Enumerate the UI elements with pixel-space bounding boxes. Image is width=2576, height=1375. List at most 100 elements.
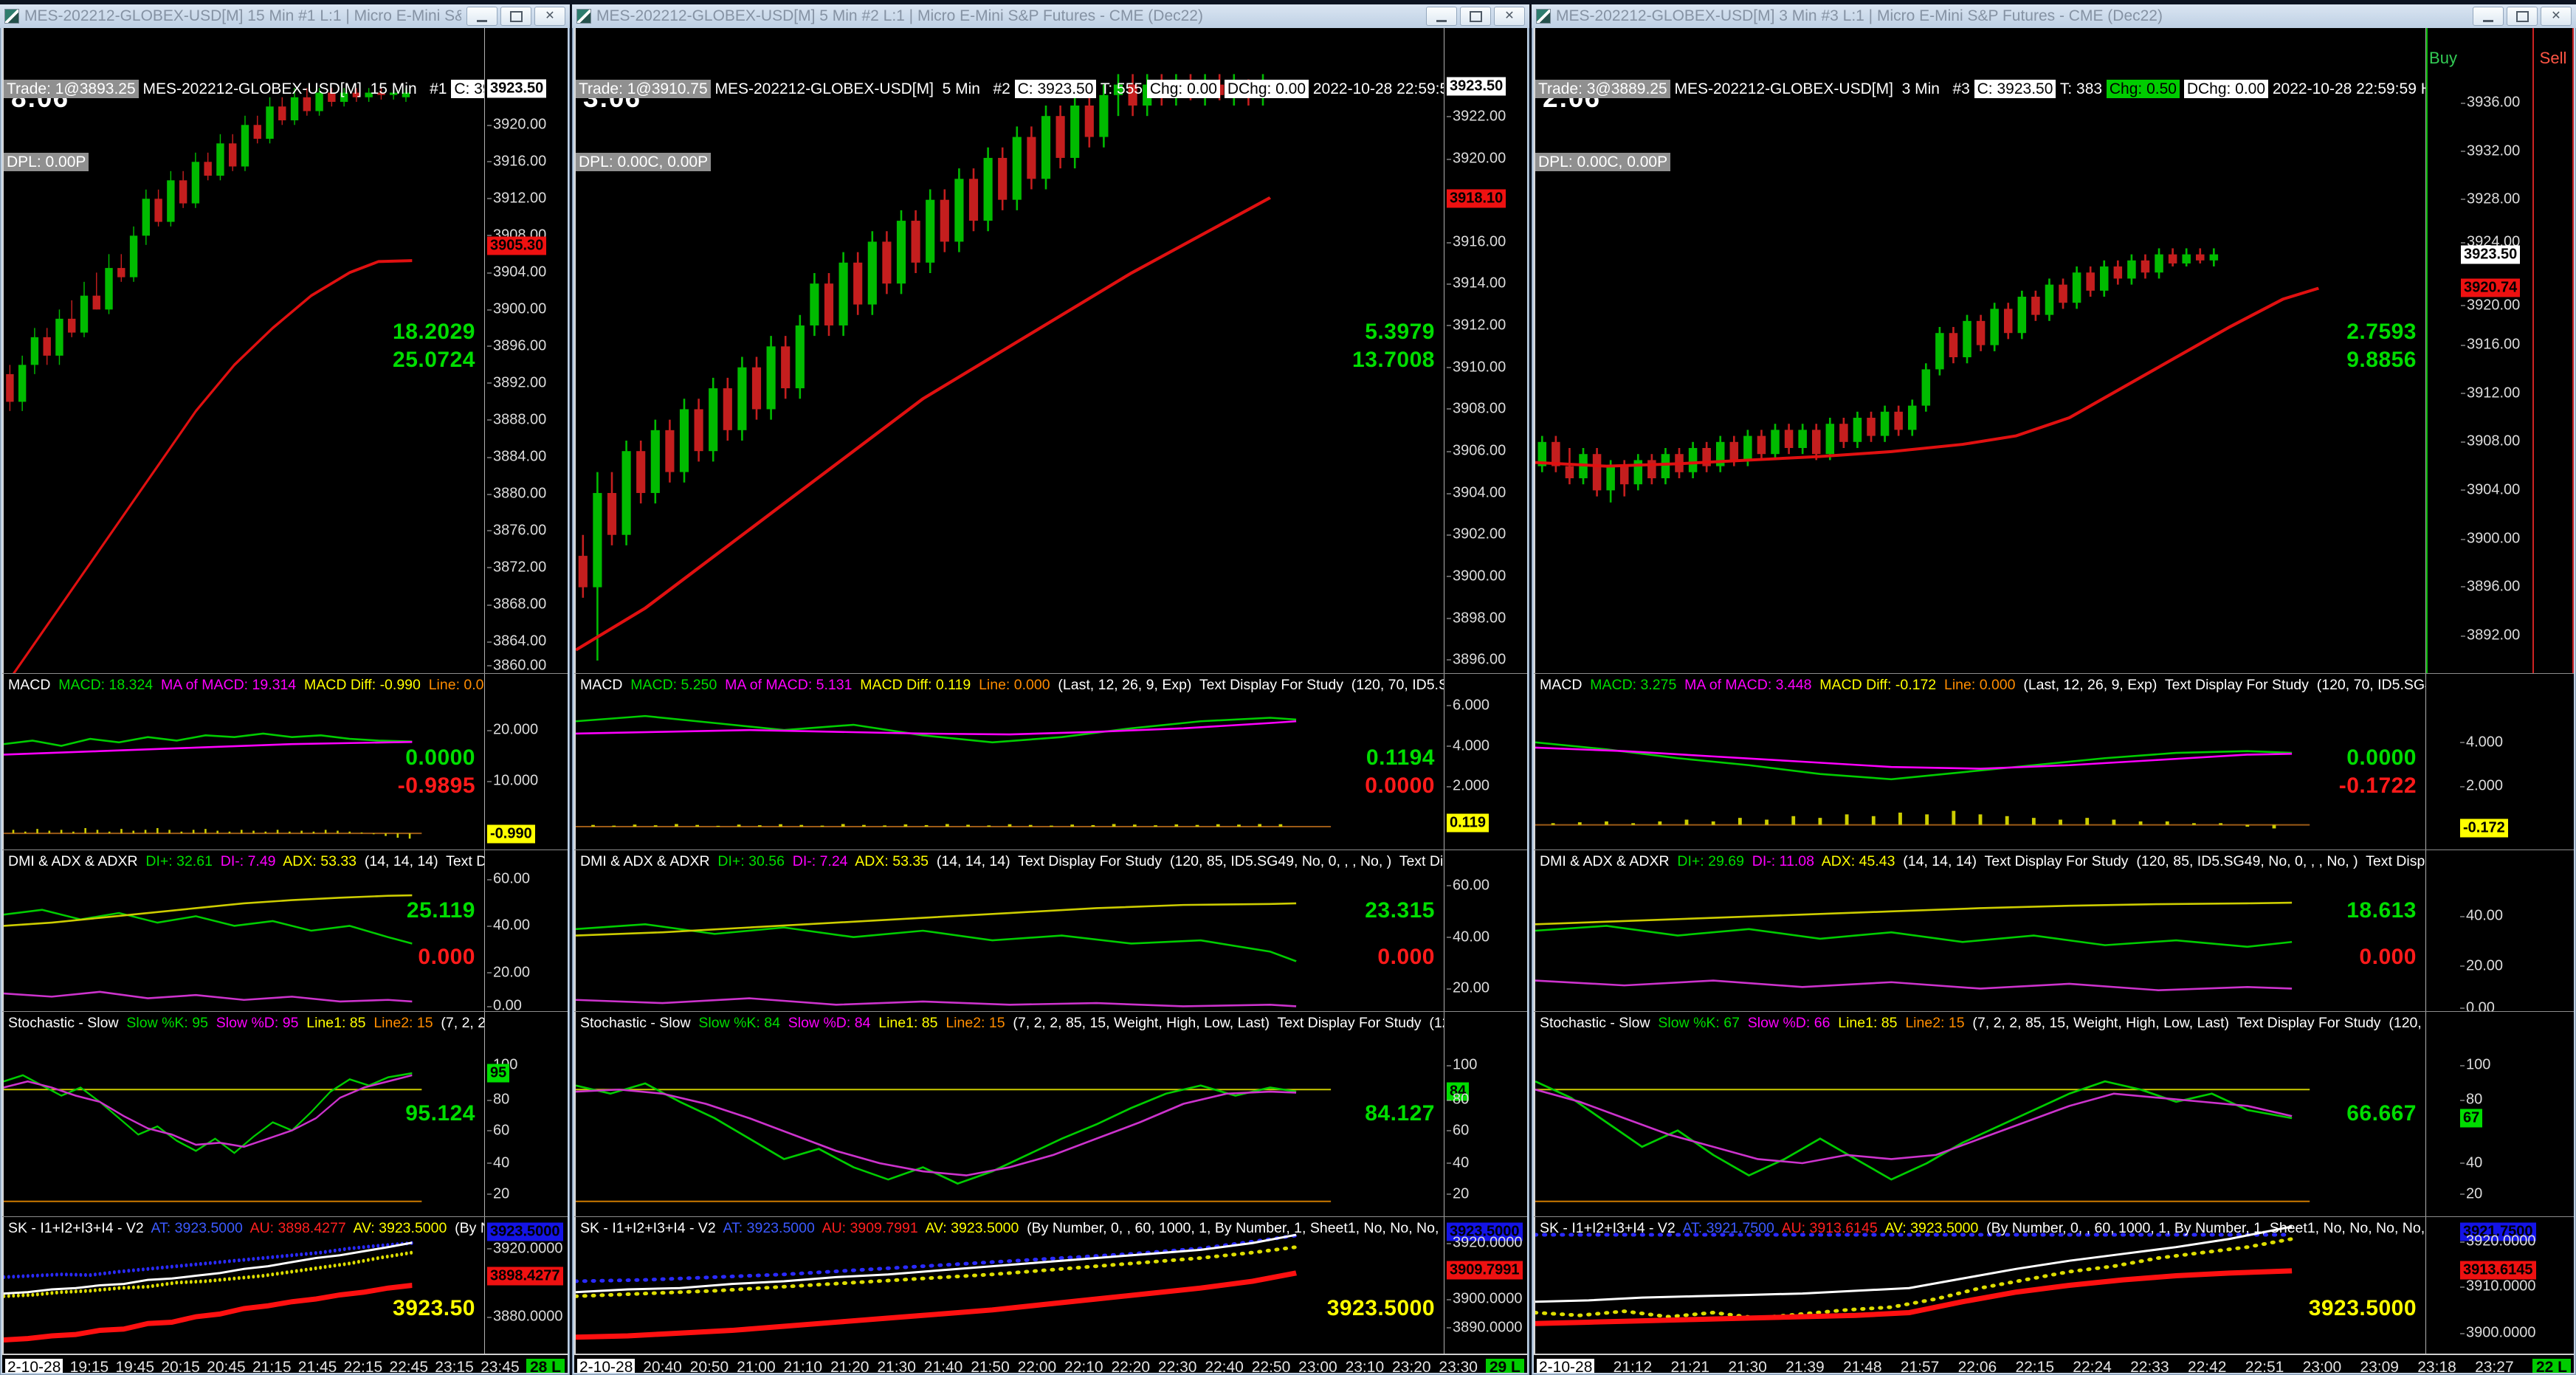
macd-study[interactable]: MACD MACD: 3.275 MA of MACD: 3.448 MACD … (1534, 674, 2425, 850)
time-tick: 23:00 (2302, 1358, 2342, 1374)
titlebar[interactable]: MES-202212-GLOBEX-USD[M] 15 Min #1 L:1 |… (0, 4, 570, 28)
stochastic-header: Stochastic - Slow Slow %K: 84 Slow %D: 8… (576, 1012, 1444, 1036)
macd-scale[interactable]: 6.000 4.000 2.000 0.119 (1444, 674, 1527, 850)
dmi-scale[interactable]: 60.00 40.00 20.00 0.00 (484, 850, 568, 1011)
buy-button[interactable]: Buy (2429, 49, 2457, 67)
price-scale[interactable]: 3923.50 3920.00 3916.00 3912.00 3908.00 3905.… (484, 28, 568, 673)
dmi-scale[interactable]: 60.00 40.00 20.00 (1444, 850, 1527, 1011)
stochastic-scale[interactable]: 100 84 80 60 40 20 (1444, 1012, 1527, 1216)
dmi-study[interactable]: DMI & ADX & ADXR DI+: 29.69 DI-: 11.08 A… (1534, 850, 2425, 1011)
time-tick: 19:45 (115, 1358, 155, 1374)
dmi-study[interactable]: DMI & ADX & ADXR DI+: 30.56 DI-: 7.24 AD… (574, 850, 1444, 1011)
dmi-study[interactable]: DMI & ADX & ADXR DI+: 32.61 DI-: 7.49 AD… (2, 850, 484, 1011)
scale-tick-label: 3932.00 (2461, 142, 2520, 159)
scale-tick-label: 3912.00 (1447, 317, 1506, 334)
price-scale[interactable]: 3936.00 3932.00 3928.00 3924.00 3923.50 3920.… (2459, 28, 2532, 673)
scale-tick-label: 3920.00 (1447, 151, 1506, 168)
chart-window-3min: MES-202212-GLOBEX-USD[M] 3 Min #3 L:1 | … (1532, 4, 2576, 1375)
time-axis[interactable]: 2-10-28 19:15 19:45 20:15 20:45 21:15 21:45 22:… (2, 1354, 568, 1373)
chart-client-area: Trade: 3@3889.25 MES-202212-GLOBEX-USD[M… (1534, 28, 2574, 1373)
stochastic-scale[interactable]: 100 80 67 40 20 (2425, 1012, 2574, 1216)
time-axis[interactable]: 2-10-28 20:40 20:50 21:00 21:10 21:20 21:30 21:… (574, 1354, 1527, 1373)
close-icon: ✕ (1504, 10, 1515, 22)
scale-tick-label: 3890.0000 (1447, 1319, 1523, 1336)
trade-info-line: Trade: 3@3889.25 MES-202212-GLOBEX-USD[M… (1535, 77, 2425, 101)
close-button[interactable]: ✕ (1494, 7, 1525, 26)
macd-scale[interactable]: 4.000 2.000 -0.172 (2425, 674, 2574, 850)
text-segment: (By Number, 0, , 60, 1000, 1, By Number,… (1986, 1220, 2425, 1236)
scale-tick-label: 3906.00 (1447, 443, 1506, 460)
minimize-button[interactable] (466, 7, 497, 26)
stochastic-study[interactable]: Stochastic - Slow Slow %K: 84 Slow %D: 8… (574, 1012, 1444, 1216)
maximize-button[interactable] (500, 7, 531, 26)
macd-scale[interactable]: 20.000 10.000 -0.990 (484, 674, 568, 850)
trade-status-bar: Trade: 1@3893.25 MES-202212-GLOBEX-USD[M… (4, 28, 484, 223)
price-badge: -0.990 (487, 824, 535, 844)
text-segment: AT: 3923.5000 (723, 1220, 822, 1236)
text-segment: SK - I1+I2+I3+I4 - V2 (1540, 1220, 1683, 1236)
text-segment: ADX: 45.43 (1821, 853, 1904, 869)
study-value-2: 9.8856 (2346, 347, 2417, 372)
titlebar[interactable]: MES-202212-GLOBEX-USD[M] 5 Min #2 L:1 | … (572, 4, 1529, 28)
minimize-button[interactable] (2473, 7, 2504, 26)
text-segment: Trade: 1@3910.75 (576, 80, 711, 98)
stochastic-scale[interactable]: 1009580604020 (484, 1012, 568, 1216)
sk-study[interactable]: SK - I1+I2+I3+I4 - V2 AT: 3923.5000 AU: … (574, 1217, 1444, 1354)
sk-scale[interactable]: 3921.7500 3920.0000 3913.6145 3910.0000 3900… (2425, 1217, 2574, 1354)
time-tick: 21:15 (252, 1358, 292, 1374)
dmi-big-red: 0.000 (2359, 945, 2417, 970)
macd-big-green: 0.0000 (2346, 745, 2417, 771)
time-axis[interactable]: 2-10-28 21:12 21:21 21:30 21:39 21:48 21:57 22:… (1534, 1354, 2574, 1373)
text-segment: (Last, 12, 26, 9, Exp) Text Display For … (1058, 677, 1444, 693)
price-chart[interactable]: Trade: 3@3889.25 MES-202212-GLOBEX-USD[M… (1534, 28, 2425, 673)
text-segment: AV: 3923.5000 (925, 1220, 1027, 1236)
sk-study[interactable]: SK - I1+I2+I3+I4 - V2 AT: 3921.7500 AU: … (1534, 1217, 2425, 1354)
scale-tick-label: 40.00 (2460, 908, 2503, 925)
close-button[interactable]: ✕ (534, 7, 565, 26)
minimize-button[interactable] (1426, 7, 1457, 26)
scale-tick-label: 3900.00 (2461, 531, 2520, 548)
sell-column[interactable]: Sell (2532, 28, 2574, 673)
text-segment: DPL: 0.00C, 0.00P (576, 153, 712, 171)
scale-tick-label: 20 (2460, 1185, 2482, 1202)
text-segment: MACD: 5.250 (630, 677, 726, 693)
study-value-1: 2.7593 (2346, 320, 2417, 345)
macd-study[interactable]: MACD MACD: 18.324 MA of MACD: 19.314 MAC… (2, 674, 484, 850)
time-tick: 23:10 (1345, 1358, 1385, 1374)
scale-tick-label: 2.000 (1447, 778, 1490, 795)
time-tick: 23:27 (2475, 1358, 2514, 1374)
price-scale[interactable]: 3923.50 3922.00 3920.00 3918.10 3916.00 3914.… (1444, 28, 1527, 673)
sell-button[interactable]: Sell (2539, 49, 2567, 67)
maximize-button[interactable] (2507, 7, 2538, 26)
text-segment: (7, 2, 2, 85, 15, Weight, High, Low, Las… (441, 1015, 484, 1031)
text-segment: AU: 3909.7991 (822, 1220, 926, 1236)
scale-tick-label: 3916.00 (1447, 234, 1506, 251)
scale-tick-label: 3888.00 (487, 411, 546, 428)
scale-tick-label: 3880.00 (487, 486, 546, 503)
price-chart[interactable]: Trade: 1@3910.75 MES-202212-GLOBEX-USD[M… (574, 28, 1444, 673)
stochastic-study[interactable]: Stochastic - Slow Slow %K: 67 Slow %D: 6… (1534, 1012, 2425, 1216)
sk-scale[interactable]: 3923.5000 3920.0000 3898.4277 3880.0000 (484, 1217, 568, 1354)
dmi-big-green: 23.315 (1365, 898, 1435, 923)
maximize-button[interactable] (1460, 7, 1491, 26)
titlebar[interactable]: MES-202212-GLOBEX-USD[M] 3 Min #3 L:1 | … (1532, 4, 2576, 28)
dmi-scale[interactable]: 40.00 20.00 0.00 (2425, 850, 2574, 1011)
time-tick: 22:06 (1957, 1358, 1997, 1374)
sk-scale[interactable]: 3923.5000 3920.0000 3909.7991 3900.0000 3890… (1444, 1217, 1527, 1354)
time-tick: 21:21 (1670, 1358, 1710, 1374)
scale-tick-label: 3900.0000 (2460, 1325, 2536, 1342)
stochastic-study[interactable]: Stochastic - Slow Slow %K: 95 Slow %D: 9… (2, 1012, 484, 1216)
price-chart[interactable]: Trade: 1@3893.25 MES-202212-GLOBEX-USD[M… (2, 28, 484, 673)
scale-tick-label: 3936.00 (2461, 94, 2520, 111)
text-segment: ADX: 53.33 (283, 853, 365, 869)
price-badge: 0.119 (1447, 813, 1489, 833)
scale-tick-label: 6.000 (1447, 697, 1490, 714)
dmi-big-green: 25.119 (406, 898, 475, 923)
study-value-1: 5.3979 (1365, 320, 1435, 345)
buy-column[interactable]: Buy (2426, 28, 2459, 673)
sk-study[interactable]: SK - I1+I2+I3+I4 - V2 AT: 3923.5000 AU: … (2, 1217, 484, 1354)
price-badge: 3923.50 (1447, 77, 1506, 96)
time-tick: 21:00 (737, 1358, 776, 1374)
close-button[interactable]: ✕ (2541, 7, 2572, 26)
macd-study[interactable]: MACD MACD: 5.250 MA of MACD: 5.131 MACD … (574, 674, 1444, 850)
